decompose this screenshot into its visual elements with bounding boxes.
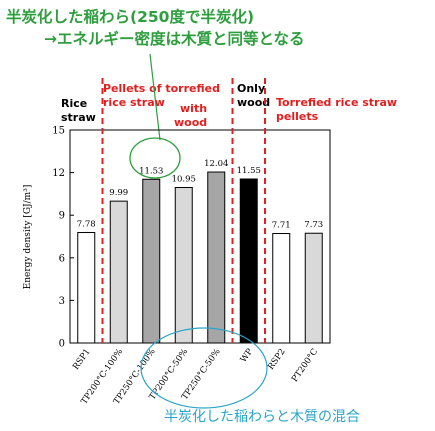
x-tick-label: PT200°C	[290, 347, 320, 384]
y-tick-label: 0	[59, 339, 65, 350]
annotation-top-line1: 半炭化した稲わら(250度で半炭化)	[6, 7, 254, 26]
annotation-top-line2: →エネルギー密度は木質と同等となる	[44, 29, 305, 48]
x-tick-label: RSP2	[266, 347, 288, 372]
bar-value-label: 7.71	[272, 221, 291, 231]
group-label-rice-straw-2: straw	[61, 111, 96, 124]
bar-value-label: 9.99	[109, 188, 128, 198]
highlight-ellipse-green	[129, 137, 181, 179]
group-label-only-wood-2: wood	[237, 96, 270, 109]
bar-2	[142, 178, 161, 344]
y-tick-label: 12	[52, 168, 65, 179]
group-label-with-wood-2: wood	[174, 116, 207, 129]
group-label-rice-straw-1: Rice	[61, 97, 87, 110]
bar-value-label: 7.78	[77, 220, 96, 230]
bar-3	[174, 187, 193, 344]
bar-0	[77, 232, 96, 344]
bar-5	[239, 178, 258, 344]
bar-value-label: 11.55	[237, 166, 261, 176]
group-label-pellets-2: rice straw	[103, 96, 165, 109]
x-tick-label: RSP1	[71, 347, 93, 372]
group-label-pellets-1: Pellets of torrefied	[103, 82, 220, 95]
bar-6	[272, 233, 291, 344]
y-tick-label: 15	[52, 126, 65, 137]
annotation-pointer-line	[149, 53, 161, 141]
highlight-ellipse-cyan	[140, 327, 268, 409]
group-label-torrefied-pellets-1: Torrefied rice straw	[276, 96, 397, 109]
group-label-with-wood-1: with	[180, 102, 207, 115]
x-tick-label: WP	[239, 347, 256, 365]
plot-frame	[69, 129, 331, 344]
bar-value-label: 12.04	[204, 159, 228, 169]
y-axis-label: Energy density [GJ/m³]	[23, 185, 33, 290]
y-tick-label: 9	[59, 211, 65, 222]
y-tick-label: 6	[59, 253, 65, 264]
bar-value-label: 7.73	[304, 220, 323, 230]
bar-4	[207, 171, 226, 344]
annotation-bottom: 半炭化した稲わらと木質の混合	[164, 409, 360, 425]
bar-7	[304, 232, 323, 344]
bar-value-label: 10.95	[172, 175, 196, 185]
y-tick-label: 3	[59, 296, 65, 307]
group-label-torrefied-pellets-2: pellets	[276, 110, 319, 123]
bar-value-label: 11.53	[139, 166, 163, 176]
bar-1	[109, 200, 128, 344]
group-label-only-wood-1: Only	[237, 82, 265, 95]
